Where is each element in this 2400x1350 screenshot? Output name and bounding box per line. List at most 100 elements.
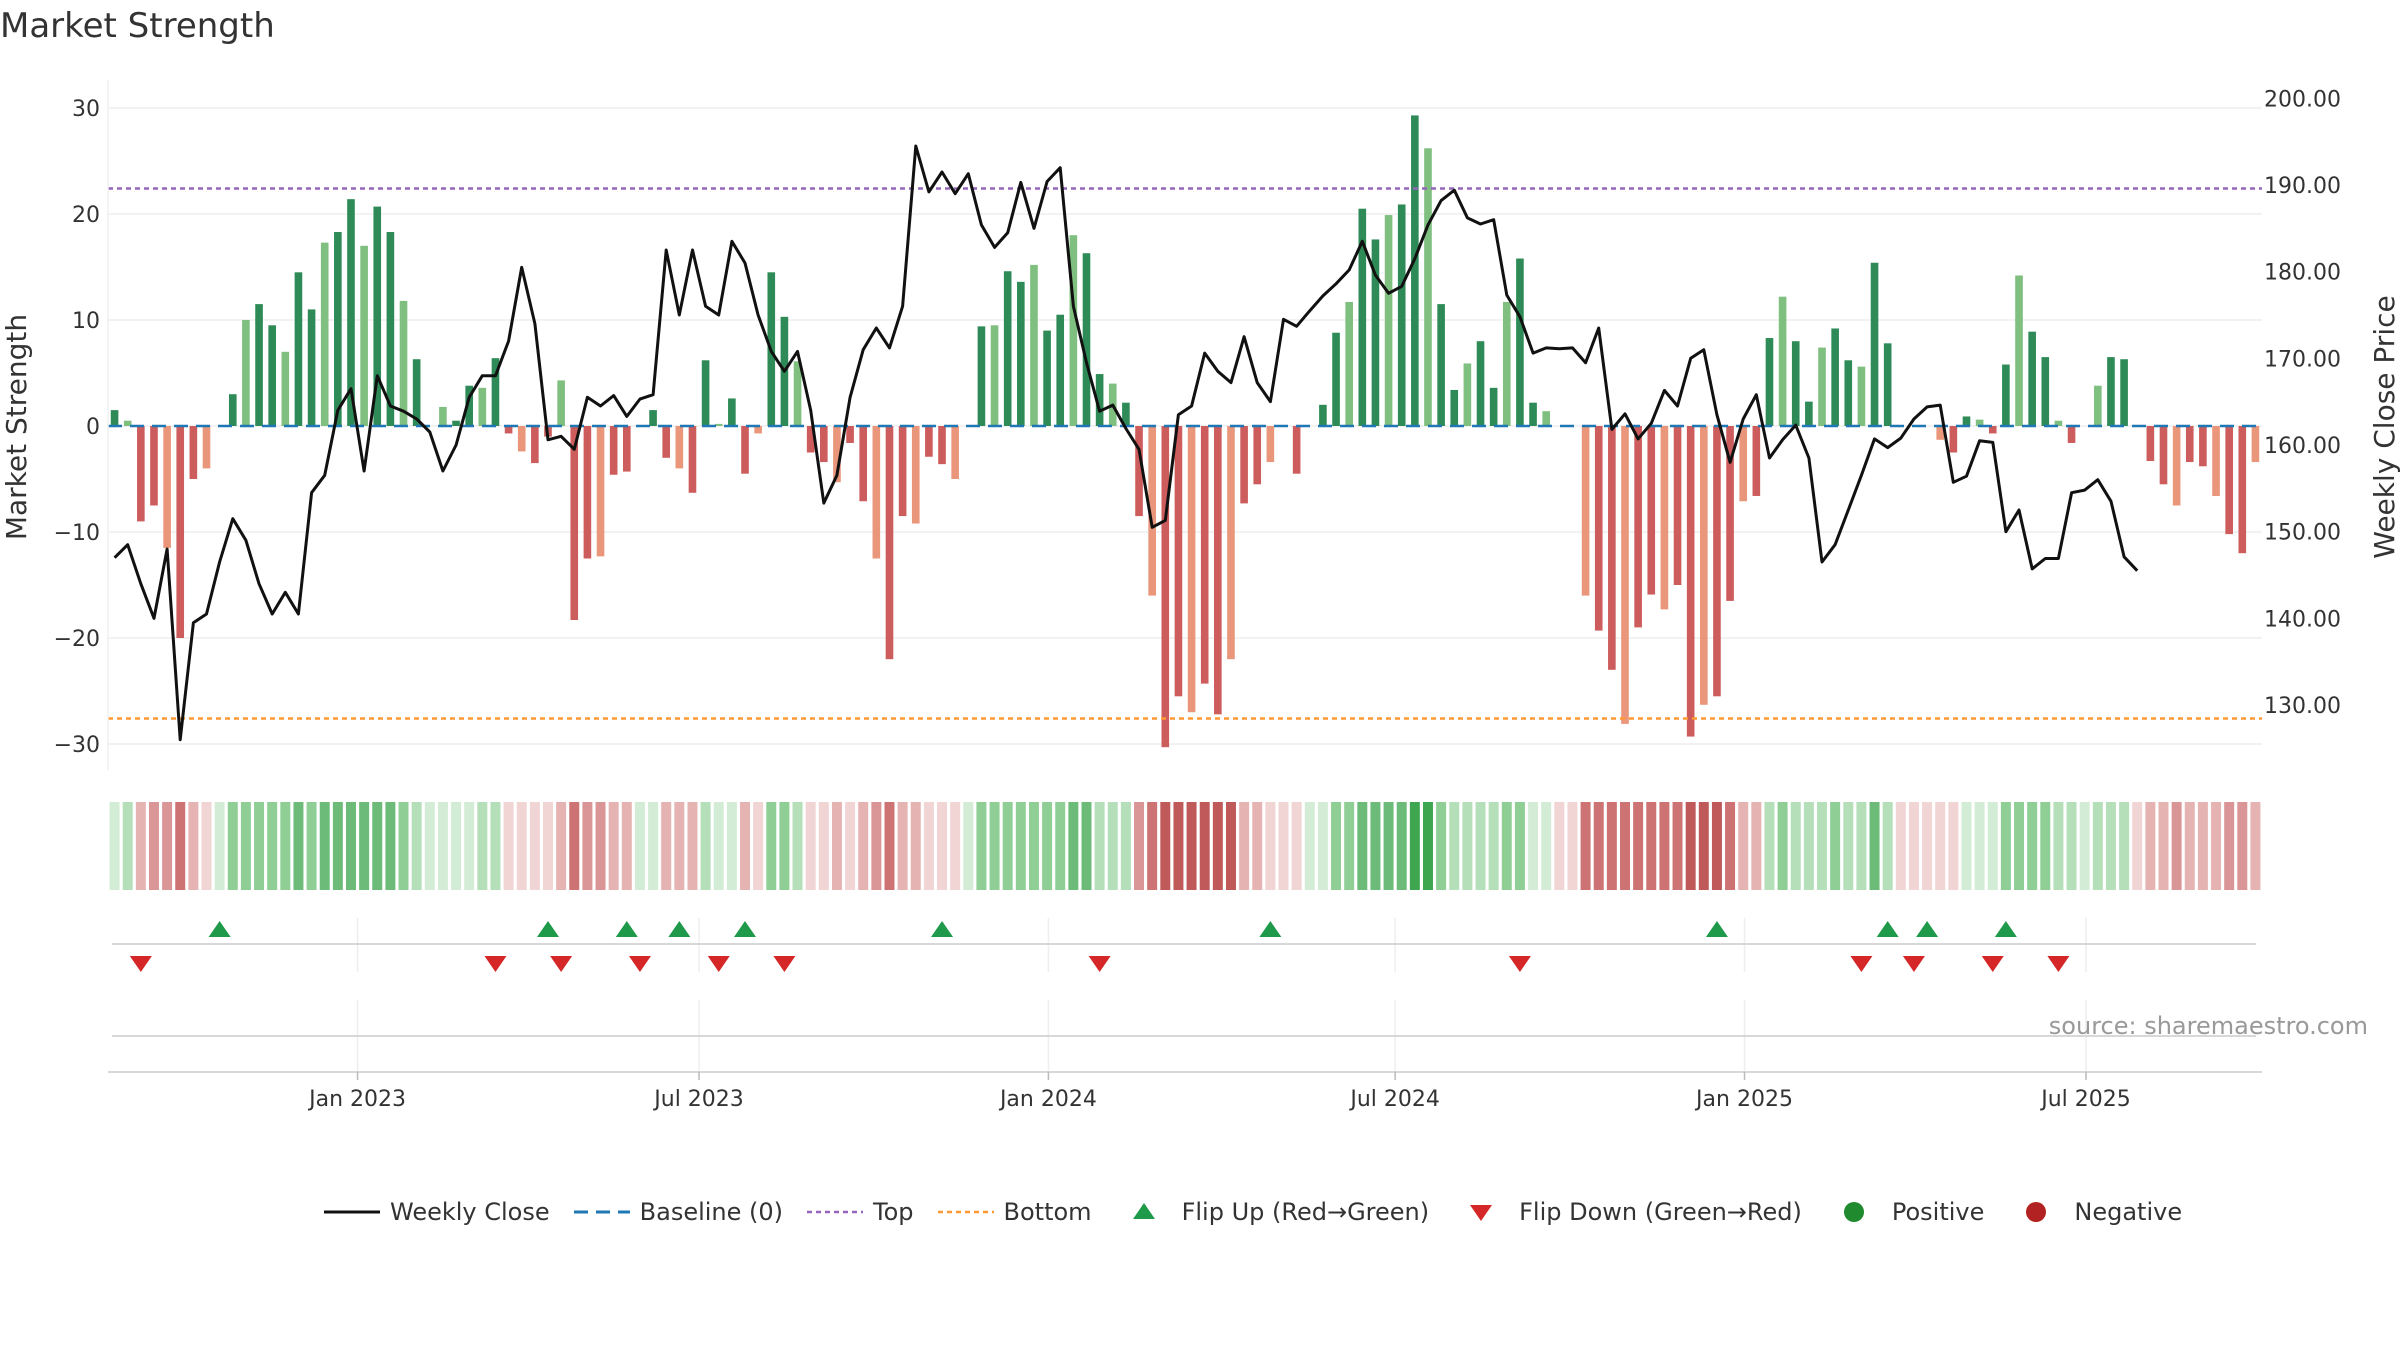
strength-bar — [1450, 389, 1459, 426]
flip-up-marker — [208, 921, 231, 937]
strength-bar — [2041, 357, 2050, 426]
strength-bar — [465, 385, 473, 426]
strip-cell — [1567, 802, 1578, 890]
strip-cell — [503, 802, 514, 890]
strength-bar — [2238, 426, 2247, 554]
strip-cell — [1606, 802, 1617, 890]
strength-bar — [150, 426, 158, 506]
strength-bar — [662, 426, 671, 458]
strength-bar — [228, 394, 237, 426]
strength-bar — [2159, 426, 2168, 485]
strip-cell — [359, 802, 370, 890]
strength-bar — [163, 426, 171, 548]
strip-cell — [1935, 802, 1946, 890]
strength-bar — [478, 387, 487, 426]
strength-bars — [110, 115, 2260, 748]
strip-cell — [148, 802, 159, 890]
strength-bar — [2225, 426, 2233, 535]
strip-cell — [1843, 802, 1854, 890]
flip-up-marker — [1916, 921, 1939, 937]
strength-bar — [1581, 426, 1590, 596]
strength-bar — [412, 359, 421, 426]
strip-cell — [1331, 802, 1342, 890]
strength-bar — [307, 309, 316, 426]
strength-bar — [1608, 426, 1616, 670]
strength-bar — [452, 420, 460, 426]
strip-cell — [543, 802, 553, 890]
strength-bar — [741, 426, 749, 474]
circle-icon — [1824, 1199, 1884, 1225]
x-tick-label: Jul 2023 — [652, 1087, 744, 1112]
strip-cell — [2000, 802, 2011, 890]
flip-up-marker — [1259, 921, 1282, 937]
strength-bar — [1174, 426, 1183, 697]
flip-down-marker — [550, 956, 573, 972]
strip-cell — [2014, 802, 2025, 890]
strip-cell — [569, 802, 580, 890]
strength-bar — [1647, 426, 1656, 595]
strip-cell — [2250, 802, 2261, 890]
flip-down-marker — [707, 956, 730, 972]
x-tick-label: Jan 2024 — [998, 1087, 1097, 1112]
strip-cell — [950, 802, 961, 890]
strength-bar — [688, 426, 697, 493]
strength-bar — [110, 410, 119, 426]
strip-cell — [805, 802, 816, 890]
flip-up-marker — [536, 921, 559, 937]
strength-bar — [570, 426, 579, 620]
strip-cell — [162, 802, 173, 890]
strip-cell — [818, 802, 829, 890]
strip-cell — [293, 802, 304, 890]
dot-icon — [936, 1199, 996, 1225]
strength-bar — [439, 406, 447, 426]
strip-cell — [1199, 802, 1210, 890]
tri-up-icon — [1114, 1199, 1174, 1225]
strip-cell — [1725, 802, 1736, 890]
strip-cell — [1120, 802, 1131, 890]
strip-cell — [1869, 802, 1880, 890]
legend-item: Flip Down (Green→Red) — [1451, 1198, 1802, 1226]
strip-cell — [1409, 802, 1420, 890]
strip-cell — [713, 802, 724, 890]
x-tick-label: Jan 2023 — [307, 1087, 406, 1112]
strip-cell — [1830, 802, 1841, 890]
strip-cell — [332, 802, 343, 890]
strip-cell — [1304, 802, 1315, 890]
strength-bar — [2054, 420, 2063, 426]
strip-cell — [1514, 802, 1525, 890]
strip-cell — [1422, 802, 1433, 890]
strip-cell — [1357, 802, 1368, 890]
strip-cell — [858, 802, 869, 890]
strength-bar — [846, 426, 854, 443]
strip-cell — [1449, 802, 1460, 890]
strength-bar — [1752, 426, 1761, 496]
strip-cell — [1528, 802, 1539, 890]
strip-cell — [214, 802, 225, 890]
strip-cell — [1764, 802, 1775, 890]
strength-bar — [1791, 341, 1800, 426]
heat-strip — [109, 802, 2261, 890]
strip-cell — [1042, 802, 1053, 890]
legend-item: Bottom — [936, 1198, 1092, 1226]
strength-bar — [951, 426, 959, 479]
strength-bar — [2185, 426, 2194, 463]
strength-bar — [1214, 426, 1222, 715]
flip-up-marker — [1876, 921, 1899, 937]
strip-cell — [1107, 802, 1118, 890]
strip-cell — [1028, 802, 1039, 890]
strip-cell — [516, 802, 527, 890]
strength-bar — [294, 272, 303, 426]
dash-icon — [572, 1199, 632, 1225]
right-tick-label: 130.00 — [2264, 694, 2341, 719]
reference-lines — [108, 187, 2262, 720]
strip-cell — [779, 802, 790, 890]
strip-cell — [740, 802, 750, 890]
legend-item: Top — [805, 1198, 914, 1226]
strength-bar — [1017, 281, 1025, 426]
left-tick-label: −20 — [54, 627, 100, 652]
strip-cell — [2053, 802, 2064, 890]
strip-cell — [2040, 802, 2051, 890]
strip-cell — [700, 802, 711, 890]
strength-bar — [2199, 426, 2207, 467]
